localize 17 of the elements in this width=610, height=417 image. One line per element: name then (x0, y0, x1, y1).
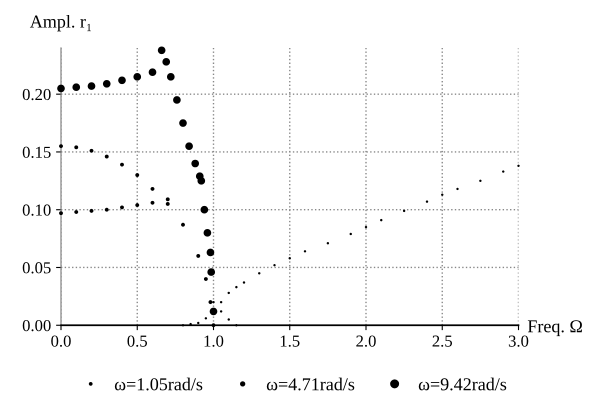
y-tick-label: 0.00 (22, 320, 51, 332)
x-axis-title: Freq. Ω (528, 320, 582, 336)
y-tick-label: 0.05 (22, 262, 51, 274)
x-tick-label: 0.5 (127, 335, 148, 347)
y-axis-title: Ampl. r₁ (30, 14, 91, 32)
x-tick-label: 0.0 (51, 335, 71, 347)
legend-label: ω=4.71rad/s (266, 378, 354, 390)
y-tick-label: 0.20 (22, 88, 51, 100)
y-tick-label: 0.15 (22, 146, 51, 158)
x-tick-label: 2.0 (356, 335, 376, 347)
x-tick-label: 2.5 (432, 336, 452, 347)
x-tick-label: 1.5 (280, 336, 300, 347)
x-tick-label: 1.0 (204, 335, 224, 347)
legend-label: ω=1.05rad/s (114, 378, 202, 390)
legend-label: ω=9.42rad/s (418, 378, 506, 390)
x-tick-label: 3.0 (508, 335, 528, 347)
y-tick-label: 0.10 (22, 204, 51, 216)
